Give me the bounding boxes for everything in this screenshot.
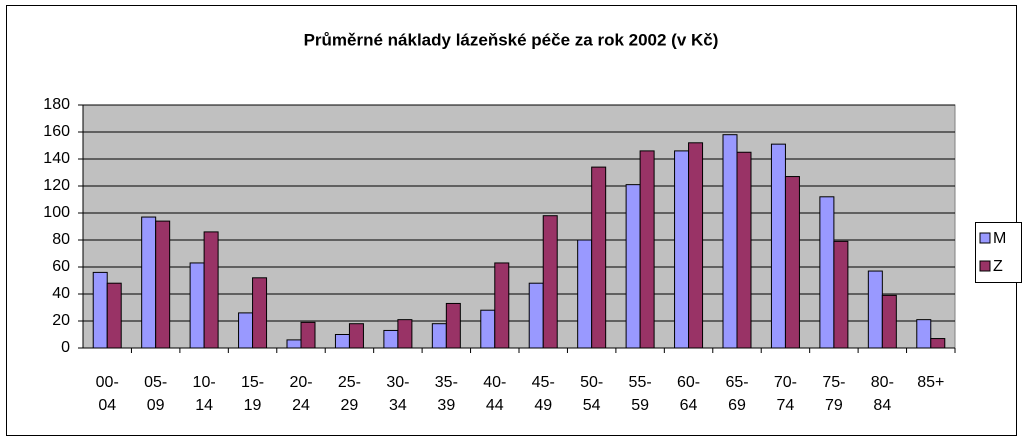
bar	[881, 294, 897, 349]
x-tick-label: 05-09	[144, 374, 168, 414]
bar	[591, 166, 607, 349]
bar	[348, 323, 364, 349]
bar	[867, 270, 883, 349]
bar	[674, 150, 690, 349]
x-tick-label: 75-79	[822, 374, 846, 414]
bar	[916, 319, 932, 349]
bar	[736, 151, 752, 349]
bar	[770, 143, 786, 349]
x-tick-label: 45-49	[531, 374, 555, 414]
legend-label: M	[993, 230, 1006, 247]
bar	[106, 282, 122, 349]
bar	[494, 262, 510, 349]
x-tick-label: 80-84	[870, 374, 894, 414]
y-tick-label: 160	[43, 123, 70, 140]
x-tick-label: 15-19	[240, 374, 265, 414]
bar	[625, 184, 641, 349]
bar	[92, 271, 108, 349]
y-tick-label: 40	[52, 285, 70, 302]
x-tick-label: 70-74	[773, 374, 797, 414]
y-tick-label: 140	[43, 150, 70, 167]
bar	[577, 239, 593, 349]
bar	[238, 312, 254, 349]
plot-area	[82, 104, 956, 349]
bar	[334, 334, 350, 349]
legend-label: Z	[993, 258, 1003, 275]
bar	[833, 240, 849, 349]
y-tick-label: 0	[61, 339, 70, 356]
bar	[784, 176, 800, 349]
bar	[930, 338, 946, 349]
x-tick-label: 30-34	[386, 374, 410, 414]
x-tick-label: 35-39	[434, 374, 458, 414]
bar	[819, 196, 835, 349]
legend-swatch	[979, 260, 991, 272]
bar	[286, 339, 302, 349]
x-tick-label: 10-14	[192, 374, 216, 414]
bar	[480, 309, 496, 349]
y-tick-label: 80	[52, 231, 70, 248]
bar	[542, 215, 558, 349]
bar	[639, 150, 655, 349]
x-tick-label: 40-44	[483, 374, 507, 414]
x-tick-label: 55-59	[628, 374, 652, 414]
y-tick-label: 120	[43, 177, 70, 194]
legend-box	[975, 222, 1022, 283]
x-tick-label: 60-64	[676, 374, 701, 414]
bar	[155, 220, 171, 349]
x-tick-label: 25-29	[337, 374, 361, 414]
bar	[688, 142, 704, 349]
y-tick-label: 180	[43, 96, 70, 113]
bar	[528, 282, 544, 349]
legend-swatch	[979, 232, 991, 244]
bar	[397, 319, 413, 349]
x-tick-label: 85+	[917, 374, 945, 391]
y-tick-label: 60	[52, 258, 70, 275]
bar	[141, 216, 157, 349]
bar	[189, 262, 205, 349]
y-tick-label: 20	[52, 312, 70, 329]
x-tick-label: 50-54	[580, 374, 604, 414]
y-tick-label: 100	[43, 204, 70, 221]
bar	[252, 277, 268, 349]
bar	[203, 231, 219, 349]
x-tick-label: 65-69	[725, 374, 749, 414]
x-tick-label: 20-24	[289, 374, 313, 414]
bar	[445, 302, 461, 349]
bar	[722, 134, 738, 349]
bar	[431, 323, 447, 349]
bar	[383, 329, 399, 349]
chart-title: Průměrné náklady lázeňské péče za rok 20…	[304, 30, 719, 49]
bar	[300, 321, 316, 349]
x-tick-label: 00-04	[95, 374, 119, 414]
